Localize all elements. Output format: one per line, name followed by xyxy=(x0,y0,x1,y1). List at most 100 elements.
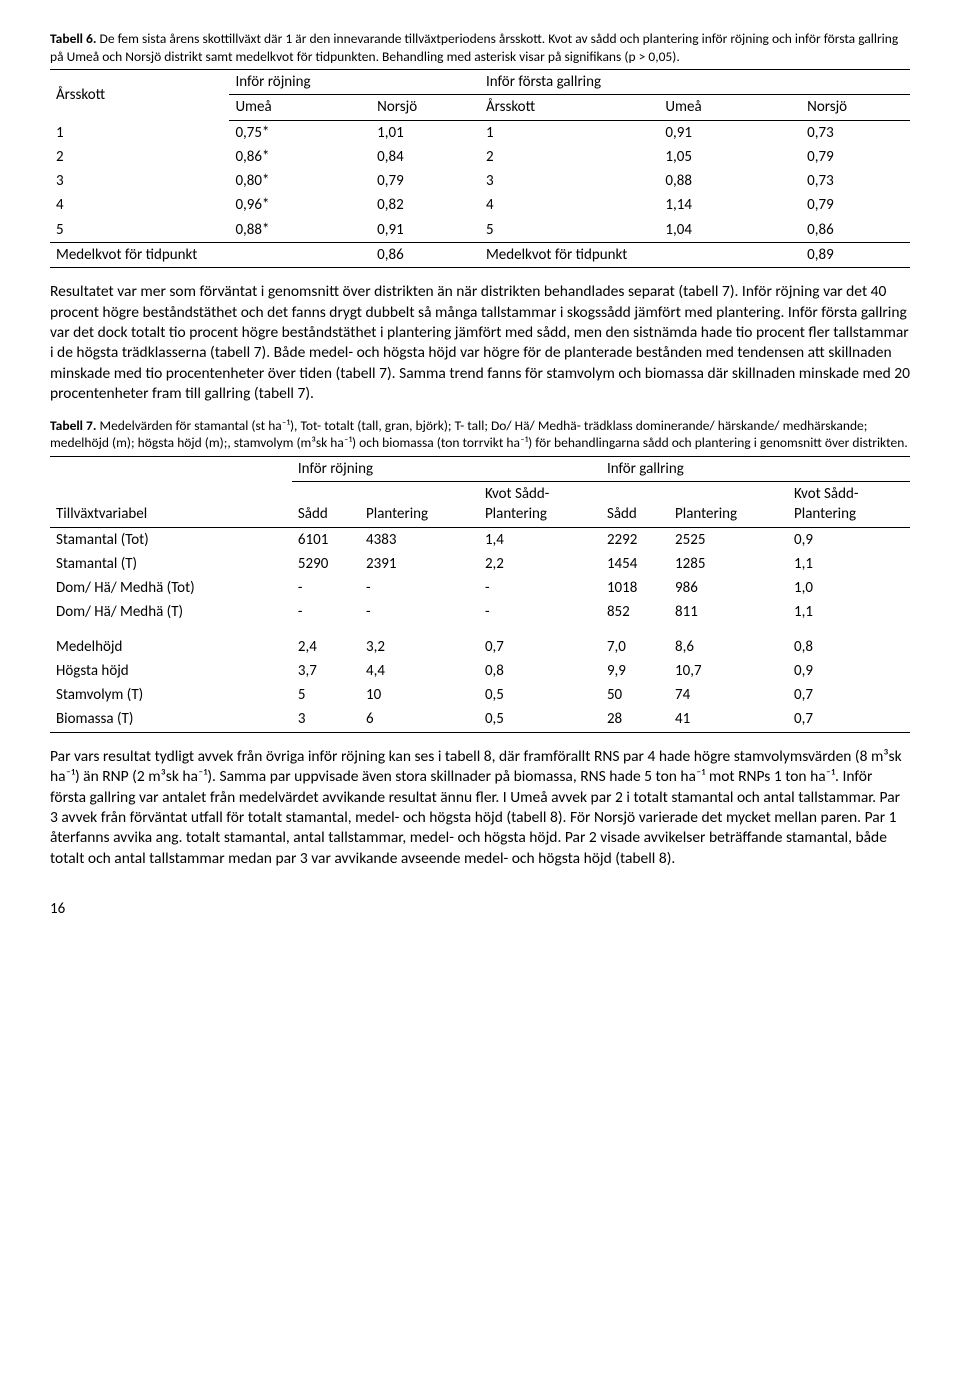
table-cell: Stamantal (T) xyxy=(50,552,292,576)
table-cell: 41 xyxy=(669,707,788,732)
table-cell: 10,7 xyxy=(669,659,788,683)
t7-h-plant-l: Plantering xyxy=(360,482,479,528)
table-cell: Biomassa (T) xyxy=(50,707,292,732)
table-cell: - xyxy=(479,600,601,624)
table-cell: 1454 xyxy=(601,552,669,576)
table-cell: 1,4 xyxy=(479,527,601,552)
table-row: Dom/ Hä/ Medhä (Tot)---10189861,0 xyxy=(50,576,910,600)
col-group-rojning: Inför röjning xyxy=(229,70,480,95)
table6-caption-bold: Tabell 6. xyxy=(50,30,97,47)
table-cell: 986 xyxy=(669,576,788,600)
t6-footer-left-label: Medelkvot för tidpunkt xyxy=(50,242,371,267)
table7-caption: Tabell 7. Medelvärden för stamantal (st … xyxy=(50,417,910,452)
table-cell: - xyxy=(292,600,360,624)
table-cell: 1,1 xyxy=(788,600,910,624)
t7-h-sadd-r: Sådd xyxy=(601,482,669,528)
table-cell: 0,86 xyxy=(801,218,910,243)
t7-h-sadd-l: Sådd xyxy=(292,482,360,528)
table-cell: 0,79 xyxy=(801,193,910,217)
table-cell: 0,7 xyxy=(479,635,601,659)
table-cell: 3 xyxy=(480,169,659,193)
table-cell: 2525 xyxy=(669,527,788,552)
table-cell: 0,84 xyxy=(371,145,480,169)
table7-caption-bold: Tabell 7. xyxy=(50,417,97,434)
col-umea-r: Umeå xyxy=(659,95,801,120)
table-cell: 5 xyxy=(50,218,229,243)
t7-h-kvot-r: Kvot Sådd-Plantering xyxy=(788,482,910,528)
table-cell: Dom/ Hä/ Medhä (Tot) xyxy=(50,576,292,600)
table-cell: 0,9 xyxy=(788,659,910,683)
table-cell: 3,7 xyxy=(292,659,360,683)
table-cell: 6 xyxy=(360,707,479,732)
table-cell: 1,05 xyxy=(659,145,801,169)
page-number: 16 xyxy=(50,899,910,919)
table-cell: Medelhöjd xyxy=(50,635,292,659)
t6-footer-right-val: 0,89 xyxy=(801,242,910,267)
table-cell: 8,6 xyxy=(669,635,788,659)
table-cell: 0,91 xyxy=(371,218,480,243)
table-cell: 10 xyxy=(360,683,479,707)
table-cell: 811 xyxy=(669,600,788,624)
table6-caption: Tabell 6. De fem sista årens skottillväx… xyxy=(50,30,910,65)
table-cell: 74 xyxy=(669,683,788,707)
t7-h-gallring: Inför gallring xyxy=(601,456,910,481)
table-cell: 1018 xyxy=(601,576,669,600)
table-cell: - xyxy=(479,576,601,600)
t6-footer-right-label: Medelkvot för tidpunkt xyxy=(480,242,801,267)
table-cell: 7,0 xyxy=(601,635,669,659)
table-cell: 0,7 xyxy=(788,707,910,732)
table-row: 10,75*1,0110,910,73 xyxy=(50,120,910,145)
table-row: 50,88*0,9151,040,86 xyxy=(50,218,910,243)
table-cell: - xyxy=(292,576,360,600)
table-cell: 0,79 xyxy=(371,169,480,193)
col-arsskott: Årsskott xyxy=(50,70,229,121)
col-norsjo-r: Norsjö xyxy=(801,95,910,120)
table-cell: 0,91 xyxy=(659,120,801,145)
col-umea-l: Umeå xyxy=(229,95,371,120)
table-cell: 0,82 xyxy=(371,193,480,217)
table-cell: 2,2 xyxy=(479,552,601,576)
table-cell: 0,80* xyxy=(229,169,371,193)
table-cell: - xyxy=(360,576,479,600)
table-row: Stamantal (Tot)610143831,4229225250,9 xyxy=(50,527,910,552)
table-cell: 0,73 xyxy=(801,169,910,193)
table-cell: 5290 xyxy=(292,552,360,576)
table-row: Biomassa (T)360,528410,7 xyxy=(50,707,910,732)
table-cell: 4 xyxy=(50,193,229,217)
table-row: 20,86*0,8421,050,79 xyxy=(50,145,910,169)
table-cell: 1,14 xyxy=(659,193,801,217)
table-cell: 852 xyxy=(601,600,669,624)
table-cell: 50 xyxy=(601,683,669,707)
table-cell: 0,5 xyxy=(479,707,601,732)
table-cell: 2 xyxy=(480,145,659,169)
t7-h-plant-r: Plantering xyxy=(669,482,788,528)
table-cell: 5 xyxy=(292,683,360,707)
paragraph-2: Par vars resultat tydligt avvek från övr… xyxy=(50,747,910,870)
table-row: Stamantal (T)529023912,2145412851,1 xyxy=(50,552,910,576)
table-row: 30,80*0,7930,880,73 xyxy=(50,169,910,193)
table-cell: - xyxy=(360,600,479,624)
table-cell: 1 xyxy=(50,120,229,145)
col-norsjo-l: Norsjö xyxy=(371,95,480,120)
table-cell: Högsta höjd xyxy=(50,659,292,683)
table-cell: 1285 xyxy=(669,552,788,576)
table-cell: 4 xyxy=(480,193,659,217)
table-cell: 0,8 xyxy=(479,659,601,683)
table-cell: 1,0 xyxy=(788,576,910,600)
table-row: Medelhöjd2,43,20,77,08,60,8 xyxy=(50,635,910,659)
table-cell: 1,01 xyxy=(371,120,480,145)
table6: Årsskott Inför röjning Inför första gall… xyxy=(50,69,910,268)
table-cell: 0,7 xyxy=(788,683,910,707)
table-cell: 1 xyxy=(480,120,659,145)
table-cell: 0,73 xyxy=(801,120,910,145)
col-arsskott-r: Årsskott xyxy=(480,95,659,120)
table-cell: 2391 xyxy=(360,552,479,576)
table-cell: 6101 xyxy=(292,527,360,552)
table-cell: 0,86* xyxy=(229,145,371,169)
table-cell: 0,88* xyxy=(229,218,371,243)
table-cell: 0,8 xyxy=(788,635,910,659)
table6-caption-text: De fem sista årens skottillväxt där 1 är… xyxy=(50,30,898,65)
table-row: Högsta höjd3,74,40,89,910,70,9 xyxy=(50,659,910,683)
table-cell: 0,79 xyxy=(801,145,910,169)
col-group-gallring: Inför första gallring xyxy=(480,70,910,95)
